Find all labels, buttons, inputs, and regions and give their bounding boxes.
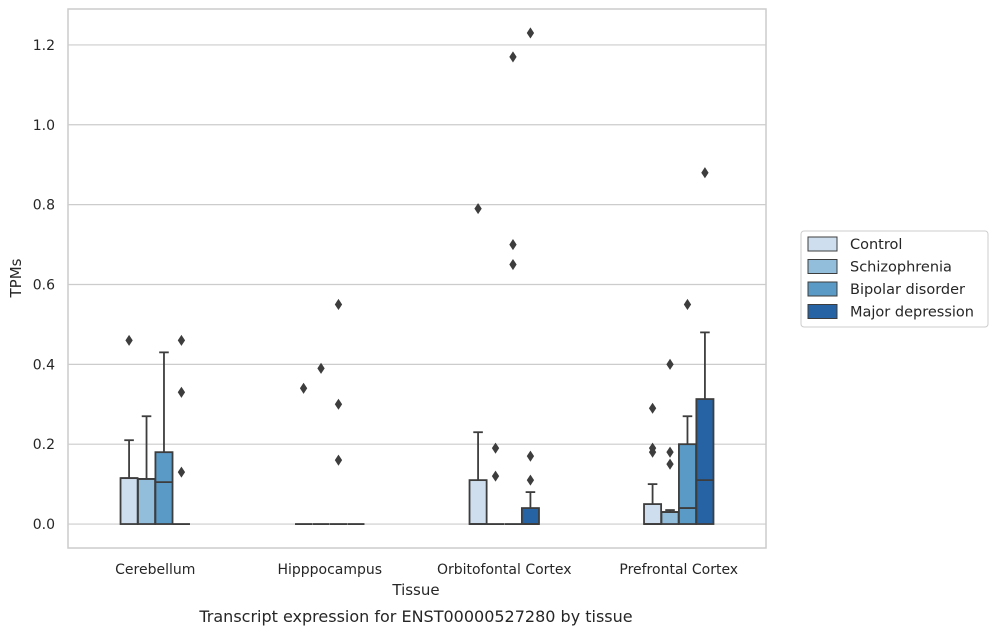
legend-entries: Control Schizophrenia Bipolar disorder Majo… <box>807 236 974 321</box>
box-group <box>660 358 680 525</box>
box-group <box>329 298 348 525</box>
outlier-marker <box>177 466 186 478</box>
outlier-marker <box>526 450 535 462</box>
y-tick-label: 0.8 <box>33 198 55 214</box>
legend: Control Schizophrenia Bipolar disorder Majo… <box>800 230 989 328</box>
y-tick-label: 0.6 <box>33 277 55 293</box>
outlier-marker <box>666 446 674 458</box>
outlier-marker <box>509 258 517 271</box>
y-tick-label: 0.0 <box>33 517 55 533</box>
outlier-marker <box>526 27 535 39</box>
outlier-marker <box>299 382 308 394</box>
box-group <box>312 362 330 525</box>
outlier-marker <box>125 334 133 346</box>
x-axis-label: Tissue <box>391 581 439 599</box>
box-group <box>295 382 313 525</box>
y-axis-label: TPMs <box>7 258 25 298</box>
outlier-marker <box>491 470 500 482</box>
outlier-marker <box>491 442 500 454</box>
outlier-marker <box>526 474 535 486</box>
x-axis-ticks: Cerebellum Hipppocampus Orbitofontal Corte… <box>115 562 738 578</box>
outlier-marker <box>648 402 657 414</box>
outlier-marker <box>648 442 657 454</box>
x-tick-label: Cerebellum <box>115 562 195 578</box>
box-group <box>119 334 139 525</box>
x-tick-label: Orbitofontal Cortex <box>437 562 572 578</box>
box-group <box>504 51 522 525</box>
legend-swatch <box>807 259 838 274</box>
box-plot-boxes <box>119 27 715 525</box>
box-iqr <box>137 478 156 525</box>
box-group <box>520 27 540 525</box>
outlier-marker <box>334 298 343 310</box>
box-iqr <box>468 479 488 525</box>
box-iqr <box>643 503 663 525</box>
outlier-marker <box>474 203 482 215</box>
outlier-marker <box>683 298 692 310</box>
legend-label: Bipolar disorder <box>850 282 965 298</box>
box-group <box>172 334 190 525</box>
box-group <box>468 203 488 525</box>
y-axis-ticks: 0.0 0.2 0.4 0.6 0.8 1.0 1.2 <box>33 38 55 533</box>
box-group <box>678 298 697 525</box>
outlier-marker <box>334 454 343 466</box>
y-tick-label: 0.2 <box>33 437 55 453</box>
legend-swatch <box>807 304 838 319</box>
outlier-marker <box>317 362 325 374</box>
outlier-marker <box>701 167 709 179</box>
legend-label: Schizophrenia <box>850 260 952 276</box>
box-iqr <box>520 507 540 525</box>
outlier-marker <box>509 51 517 63</box>
box-group <box>137 415 156 525</box>
box-group <box>486 442 505 525</box>
outlier-marker <box>509 239 517 251</box>
outlier-marker <box>666 458 674 470</box>
outlier-marker <box>666 358 674 370</box>
legend-swatch <box>807 236 838 252</box>
y-tick-label: 1.2 <box>33 38 55 54</box>
box-group <box>695 167 715 525</box>
box-iqr <box>154 451 174 525</box>
box-iqr <box>695 398 715 525</box>
box-group <box>154 351 174 525</box>
box-iqr <box>678 443 697 525</box>
box-iqr <box>119 477 139 525</box>
outlier-marker <box>177 334 186 346</box>
box-group <box>643 402 663 525</box>
legend-label: Major depression <box>850 305 974 321</box>
legend-label: Control <box>850 237 902 253</box>
chart-caption: Transcript expression for ENST0000052728… <box>198 607 632 626</box>
outlier-marker <box>334 398 343 410</box>
plot-frame <box>67 8 767 549</box>
legend-swatch <box>807 281 838 297</box>
box-iqr <box>660 511 680 525</box>
y-tick-label: 0.4 <box>33 357 55 373</box>
legend-frame <box>800 230 989 328</box>
grid-lines <box>68 44 766 525</box>
outlier-marker <box>177 386 186 398</box>
y-tick-label: 1.0 <box>33 118 55 134</box>
x-tick-label: Prefrontal Cortex <box>619 562 738 578</box>
x-tick-label: Hipppocampus <box>277 562 382 578</box>
